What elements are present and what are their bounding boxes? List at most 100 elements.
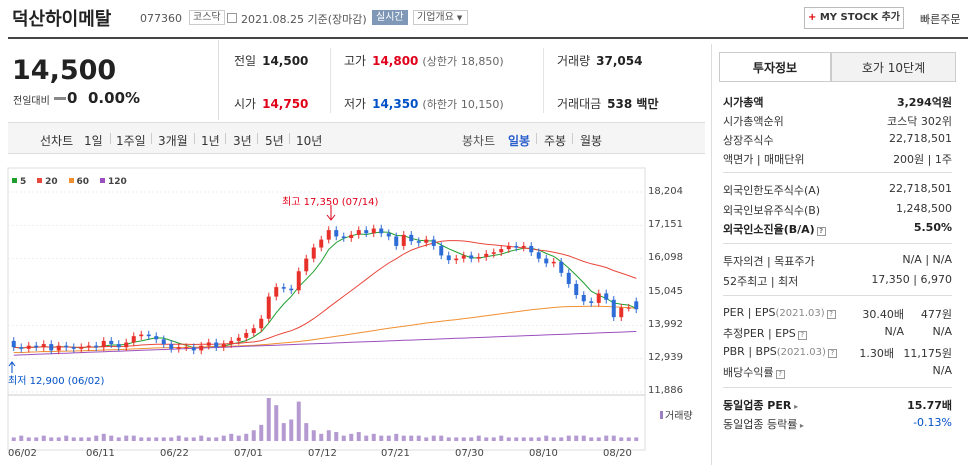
- tab-1day[interactable]: 1일: [84, 134, 103, 148]
- volume-bar: [86, 437, 91, 441]
- volume-bar: [461, 437, 466, 441]
- volume-bar: [214, 437, 219, 441]
- info-row-per: PER | EPS(2021.03)? 30.40배 477원: [723, 306, 952, 321]
- quote-open: 시가 14,750: [234, 97, 309, 111]
- realtime-button[interactable]: 실시간: [372, 10, 408, 25]
- tab-weekly[interactable]: 주봉: [544, 134, 567, 148]
- help-icon[interactable]: ?: [797, 331, 807, 340]
- candle-body: [176, 347, 181, 349]
- volume-bar: [26, 437, 31, 441]
- period-tabs: 선차트 1일 1주일 3개월 1년 3년 5년 10년 봉차트 일봉 주봉 월봉: [8, 122, 705, 154]
- volume-bar: [289, 419, 294, 441]
- volume-bar: [386, 435, 391, 441]
- help-icon[interactable]: ?: [775, 370, 785, 379]
- corp-info-dropdown[interactable]: 기업개요 ▼: [413, 10, 468, 25]
- tab-line-chart[interactable]: 선차트: [40, 134, 74, 148]
- volume-bar: [109, 435, 114, 441]
- info-row-dividend: 배당수익률? N/A: [723, 364, 952, 379]
- volume-bar: [544, 435, 549, 441]
- tab-1week[interactable]: 1주일: [116, 134, 146, 148]
- quick-order-button[interactable]: 빠른주문: [920, 13, 961, 26]
- candle-body: [199, 345, 204, 351]
- tab-monthly[interactable]: 월봉: [580, 134, 603, 148]
- tab-divider: [225, 133, 226, 144]
- candle-body: [349, 234, 354, 239]
- current-price: 14,500: [12, 55, 117, 86]
- volume-bar: [619, 437, 624, 441]
- volume-bar: [266, 398, 271, 441]
- candle-body: [611, 299, 616, 318]
- candle-body: [251, 328, 256, 333]
- volume-bar: [611, 435, 616, 441]
- tab-5year[interactable]: 5년: [265, 134, 284, 148]
- market-badge: 코스닥: [189, 10, 225, 25]
- tab-3month[interactable]: 3개월: [158, 134, 188, 148]
- candle-body: [244, 332, 249, 338]
- volume-bar: [371, 433, 376, 441]
- volume-bar: [589, 437, 594, 441]
- help-icon[interactable]: ?: [816, 227, 826, 236]
- volume-bar: [356, 432, 361, 441]
- help-icon[interactable]: ?: [827, 349, 837, 358]
- candle-body: [289, 288, 294, 291]
- candle-body: [259, 318, 264, 329]
- calendar-icon: [227, 13, 237, 23]
- candle-body: [11, 340, 16, 348]
- candle-body: [499, 249, 504, 253]
- y-tick-label: 13,992: [648, 319, 683, 330]
- y-tick-label: 15,045: [648, 286, 683, 297]
- candle-body: [604, 293, 609, 300]
- volume-bar: [11, 437, 16, 441]
- volume-bar: [101, 433, 106, 441]
- info-row-industry-per: 동일업종 PER ▸ 15.77배: [723, 399, 952, 412]
- tab-candle-chart[interactable]: 봉차트: [462, 134, 496, 148]
- volume-bar: [259, 424, 264, 441]
- volume-bar: [281, 423, 286, 441]
- stock-header: 덕산하이메탈 077360 코스닥 2021.08.25 기준(장마감) 실시간…: [0, 0, 972, 37]
- corp-info-label: 기업개요: [417, 12, 454, 23]
- x-tick-label: 06/11: [86, 448, 115, 459]
- volume-bar: [311, 430, 316, 441]
- candle-body: [454, 258, 459, 261]
- x-tick-label: 06/22: [160, 448, 189, 459]
- tab-1year[interactable]: 1년: [201, 134, 220, 148]
- price-chart[interactable]: [0, 163, 705, 465]
- candle-body: [296, 271, 301, 291]
- volume-bar: [326, 430, 331, 441]
- volume-bar: [521, 437, 526, 441]
- tab-3year[interactable]: 3년: [233, 134, 252, 148]
- candle-body: [521, 245, 526, 248]
- volume-bar: [191, 437, 196, 441]
- candle-body: [514, 245, 519, 248]
- candle-body: [566, 272, 571, 284]
- y-tick-label: 16,098: [648, 252, 683, 263]
- candle-body: [169, 344, 174, 349]
- volume-bar: [199, 435, 204, 441]
- quote-high: 고가 14,800 (상한가 18,850): [344, 54, 504, 68]
- chart-legend: 5 20 60 120: [12, 177, 135, 187]
- tab-invest-info[interactable]: 투자정보: [719, 52, 831, 82]
- candle-body: [94, 345, 99, 348]
- tab-10year[interactable]: 10년: [296, 134, 323, 148]
- candle-body: [86, 345, 91, 348]
- volume-bar: [559, 437, 564, 441]
- help-icon[interactable]: ?: [826, 310, 836, 319]
- info-row-est-per: 추정PER | EPS? N/A N/A: [723, 325, 952, 340]
- price-divider: [218, 40, 219, 120]
- volume-legend: 거래량: [660, 407, 693, 422]
- candle-body: [334, 230, 339, 237]
- candle-body: [559, 261, 564, 273]
- info-row-industry-rate: 동일업종 등락률 ▸ -0.13%: [723, 416, 952, 431]
- add-mystock-button[interactable]: + MY STOCK 추가: [804, 7, 904, 29]
- tab-daily[interactable]: 일봉: [508, 134, 531, 148]
- flat-icon: [54, 97, 66, 100]
- tab-divider: [572, 133, 573, 144]
- tab-divider: [257, 133, 258, 144]
- candle-body: [536, 252, 541, 259]
- volume-bar: [604, 435, 609, 441]
- tab-hoga-10[interactable]: 호가 10단계: [831, 52, 956, 82]
- info-row-rank: 시가총액순위 코스닥 302위: [723, 115, 952, 128]
- volume-bar: [41, 435, 46, 441]
- x-tick-label: 07/12: [308, 448, 337, 459]
- candle-body: [484, 253, 489, 258]
